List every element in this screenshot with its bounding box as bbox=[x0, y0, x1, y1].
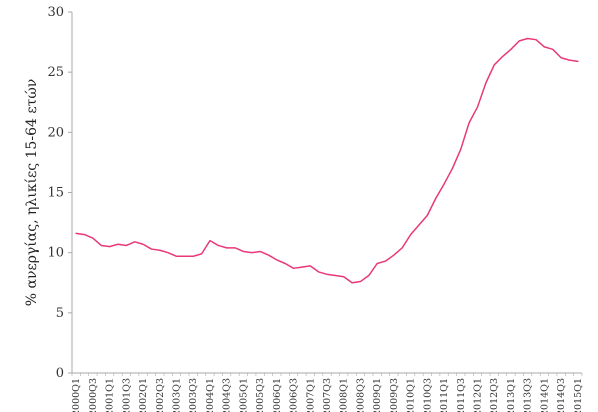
x-tick-label: 2007Q3 bbox=[322, 378, 333, 412]
x-tick-label: 2014Q1 bbox=[539, 378, 550, 412]
y-tick-label: 20 bbox=[47, 125, 64, 140]
y-tick-label: 15 bbox=[47, 186, 64, 201]
y-tick-labels: 0 5 10 15 20 25 30 bbox=[47, 5, 72, 381]
x-tick-label: 2000Q3 bbox=[88, 378, 99, 412]
y-tick-label: 10 bbox=[47, 246, 64, 261]
x-tick-label: 2000Q1 bbox=[71, 378, 82, 412]
x-tick-label: 2007Q1 bbox=[305, 378, 316, 412]
x-tick-label: 2005Q1 bbox=[238, 378, 249, 412]
x-tick-label: 2010Q1 bbox=[406, 378, 417, 412]
x-tick-label: 2002Q1 bbox=[138, 378, 149, 412]
x-tick-label: 2012Q3 bbox=[489, 378, 500, 412]
x-tick-label: 2013Q3 bbox=[523, 378, 534, 412]
x-tick-label: 2009Q1 bbox=[372, 378, 383, 412]
x-tick-labels: 2000Q1 2000Q3 2001Q1 2001Q3 2002Q1 2002Q3 2003… bbox=[71, 373, 584, 412]
x-tick-label: 2011Q1 bbox=[439, 378, 450, 412]
x-tick-label: 2010Q3 bbox=[422, 378, 433, 412]
y-tick-label: 0 bbox=[56, 366, 64, 381]
x-tick-label: 2013Q1 bbox=[506, 378, 517, 412]
y-tick-label: 25 bbox=[47, 65, 64, 80]
x-tick-label: 2014Q3 bbox=[556, 378, 567, 412]
series-line bbox=[75, 37, 579, 284]
x-tick-label: 2008Q3 bbox=[355, 378, 366, 412]
y-tick-label: 5 bbox=[56, 306, 64, 321]
y-axis-label: % ανεργίας, ηλικίες 15-64 ετών bbox=[23, 79, 40, 307]
x-tick-label: 2001Q1 bbox=[105, 378, 116, 412]
x-tick-label: 2006Q3 bbox=[289, 378, 300, 412]
x-tick-label: 2015Q1 bbox=[573, 378, 584, 412]
series-layer bbox=[75, 37, 579, 284]
x-tick-label: 2003Q1 bbox=[172, 378, 183, 412]
y-tick-label: 30 bbox=[47, 5, 64, 20]
x-tick-label: 2006Q1 bbox=[272, 378, 283, 412]
x-tick-label: 2005Q3 bbox=[255, 378, 266, 412]
x-tick-label: 2004Q1 bbox=[205, 378, 216, 412]
x-tick-label: 2009Q3 bbox=[389, 378, 400, 412]
x-tick-label: 2012Q1 bbox=[472, 378, 483, 412]
x-tick-label: 2001Q3 bbox=[121, 378, 132, 412]
x-tick-label: 2011Q3 bbox=[456, 378, 467, 412]
axes bbox=[71, 12, 582, 374]
x-tick-label: 2008Q1 bbox=[339, 378, 350, 412]
x-tick-label: 2004Q3 bbox=[222, 378, 233, 412]
x-tick-label: 2002Q3 bbox=[155, 378, 166, 412]
x-tick-label: 2003Q3 bbox=[188, 378, 199, 412]
